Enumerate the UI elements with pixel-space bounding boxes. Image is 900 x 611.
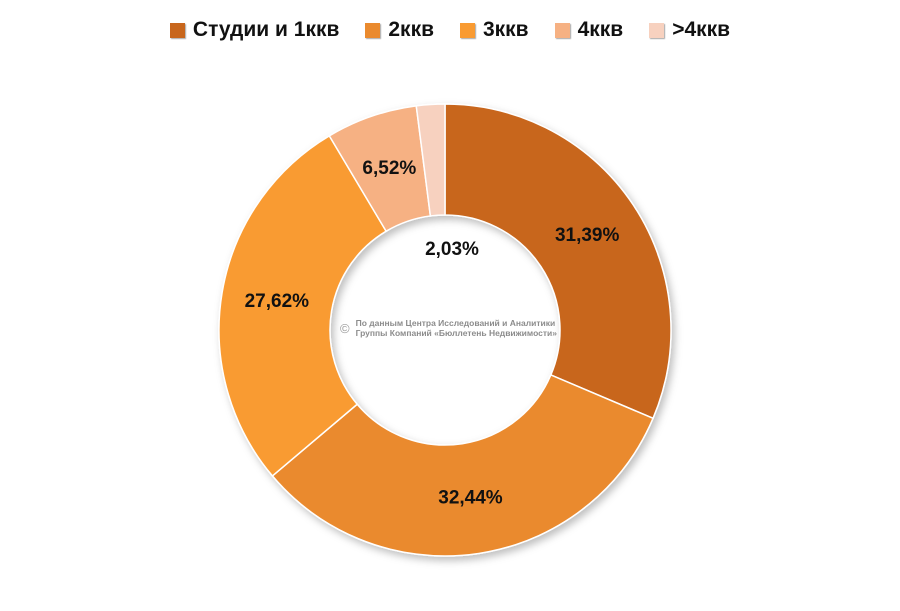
watermark-line-1: По данным Центра Исследований и Аналитик… bbox=[355, 318, 556, 328]
legend-item: >4ккв bbox=[649, 18, 730, 42]
legend-label: >4ккв bbox=[672, 18, 731, 41]
legend-label: 2ккв bbox=[388, 18, 434, 41]
legend-swatch bbox=[365, 22, 381, 38]
legend-swatch bbox=[459, 22, 475, 38]
legend-swatch bbox=[169, 22, 185, 38]
donut-slice bbox=[271, 373, 655, 557]
copyright-icon: © bbox=[340, 320, 350, 336]
legend-item: Студии и 1ккв bbox=[169, 18, 340, 42]
slice-label: 27,62% bbox=[245, 291, 310, 312]
slice-label: 2,03% bbox=[425, 239, 479, 260]
legend-swatch bbox=[649, 22, 665, 38]
slice-label: 32,44% bbox=[438, 488, 503, 509]
legend-item: 4ккв bbox=[554, 18, 624, 42]
watermark-line-2: Группы Компаний «Бюллетень Недвижимости» bbox=[355, 328, 558, 338]
legend-label: 4ккв bbox=[577, 18, 624, 41]
slice-label: 31,39% bbox=[555, 225, 620, 246]
legend-swatch bbox=[554, 22, 570, 38]
legend-item: 3ккв bbox=[459, 18, 529, 42]
legend-item: 2ккв bbox=[365, 18, 434, 42]
donut-slice bbox=[444, 103, 672, 420]
legend-label: Студии и 1ккв bbox=[192, 18, 340, 41]
slice-label: 6,52% bbox=[362, 158, 416, 179]
donut-slice bbox=[415, 103, 446, 217]
legend: Студии и 1ккв 2ккв 3ккв 4ккв >4ккв bbox=[0, 18, 900, 42]
legend-label: 3ккв bbox=[482, 18, 529, 41]
watermark: © По данным Центра Исследований и Аналит… bbox=[340, 318, 570, 338]
donut-slice bbox=[218, 134, 388, 477]
